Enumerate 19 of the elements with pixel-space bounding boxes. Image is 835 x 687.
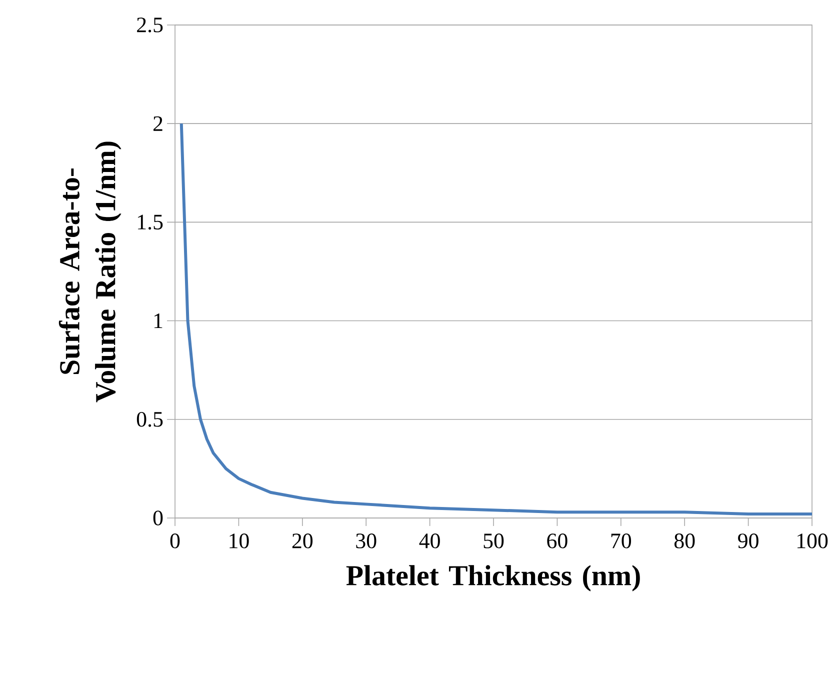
x-tick-label: 90: [738, 534, 758, 548]
x-tick-label: 20: [292, 534, 313, 548]
x-tick-label: 0: [170, 534, 180, 548]
x-axis-title: Platelet Thickness (nm): [346, 565, 640, 592]
y-tick-label: 2: [154, 116, 162, 131]
x-tick-label: 30: [356, 534, 376, 548]
x-tick-label: 50: [484, 534, 504, 548]
y-tick-label: 0: [153, 510, 163, 526]
x-tick-label: 100: [797, 534, 828, 548]
y-tick-label: 0.5: [136, 412, 163, 427]
y-tick-label: 1.5: [138, 214, 163, 230]
x-tick-label: 60: [547, 534, 568, 548]
x-tick-label: 80: [674, 534, 695, 548]
x-tick-label: 10: [230, 534, 249, 548]
x-tick-label: 70: [611, 534, 632, 548]
x-tick-label: 40: [419, 534, 440, 548]
y-tick-label: 2.5: [137, 18, 163, 32]
y-tick-label: 1: [154, 314, 162, 328]
y-axis-title: Surface Area-to-Volume Ratio (1/nm): [58, 142, 122, 402]
